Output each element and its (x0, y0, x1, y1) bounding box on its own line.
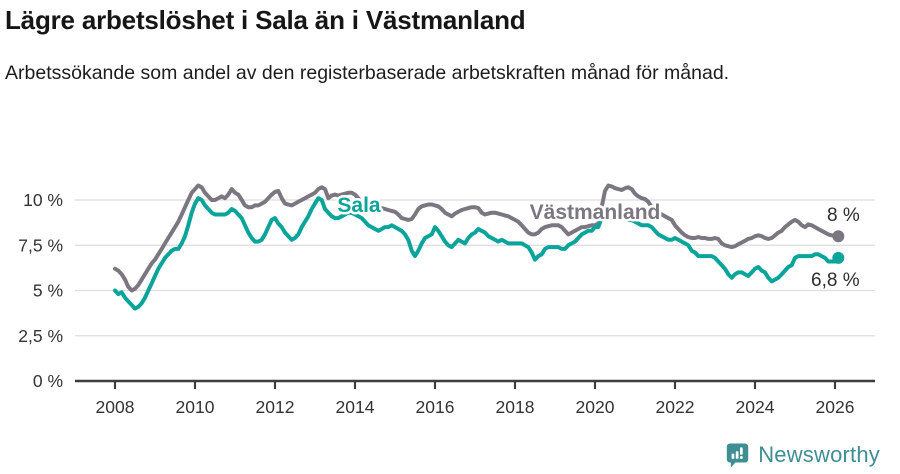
sala-series-label: Sala (337, 194, 381, 217)
brand-wordmark: Newsworthy (758, 441, 880, 467)
västmanland-end-dot (832, 230, 845, 243)
sala-end-dot (832, 251, 845, 264)
line-chart: 2008 2010 2012 2014 2016 2018 2020 2022 2024 2026… (0, 150, 900, 430)
newsworthy-logo-icon (726, 443, 749, 468)
västmanland-line (113, 183, 841, 293)
x-tick-label: 2022 (656, 397, 695, 417)
y-tick-label: 10 % (23, 190, 63, 210)
line-chart-svg: 2008 2010 2012 2014 2016 2018 2020 2022 2024 2026… (18, 183, 875, 417)
brand-footer: Newsworthy (724, 441, 880, 468)
sala-end-label: 6,8 % (811, 270, 860, 291)
x-tick-label: 2020 (576, 397, 615, 417)
x-tick-label: 2024 (736, 397, 775, 417)
y-tick-label: 5 % (33, 281, 63, 301)
x-tick-label: 2008 (96, 397, 135, 417)
västmanland-end-label: 8 % (827, 205, 860, 226)
chart-subtitle: Arbetssökande som andel av den registerb… (5, 61, 730, 84)
y-tick-label: 7,5 % (18, 235, 63, 255)
västmanland-series-label: Västmanland (530, 201, 661, 224)
y-tick-label: 2,5 % (18, 326, 63, 346)
x-tick-label: 2018 (496, 397, 535, 417)
x-tick-label: 2014 (336, 397, 375, 417)
y-tick-label: 0 % (33, 371, 63, 391)
x-tick-label: 2010 (176, 397, 215, 417)
x-tick-label: 2016 (416, 397, 455, 417)
x-tick-label: 2012 (256, 397, 295, 417)
x-tick-label: 2026 (816, 397, 855, 417)
sala-line (113, 196, 841, 311)
chart-title: Lägre arbetslöshet i Sala än i Västmanla… (5, 5, 526, 35)
